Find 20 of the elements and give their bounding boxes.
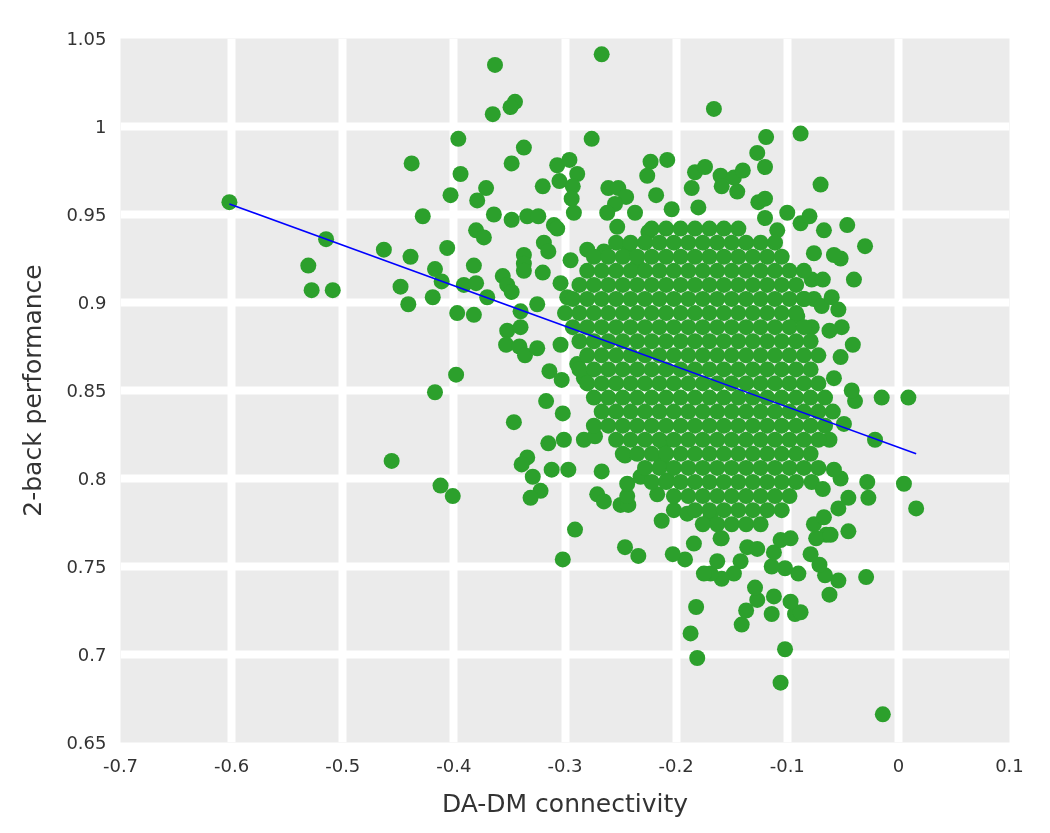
- x-tick-label: -0.4: [436, 754, 472, 776]
- y-tick-label: 0.7: [77, 644, 107, 665]
- y-tick-label: 0.8: [77, 468, 107, 489]
- y-axis-title: 2-back performance: [18, 264, 48, 517]
- y-tick-label: 1.05: [66, 28, 107, 49]
- y-tick-label: 1: [95, 116, 107, 137]
- y-tick-label: 0.75: [66, 556, 107, 577]
- x-tick-label: -0.3: [547, 754, 583, 776]
- y-tick-label: 0.95: [66, 204, 107, 225]
- x-axis-title: DA-DM connectivity: [441, 788, 689, 818]
- x-tick-label: 0: [892, 754, 905, 776]
- x-tick-label: -0.2: [658, 754, 694, 776]
- x-tick-label: -0.6: [214, 754, 250, 776]
- y-tick-label: 0.9: [77, 292, 107, 313]
- x-tick-label: -0.7: [102, 754, 139, 776]
- x-tick-label: -0.5: [325, 754, 361, 776]
- x-tick-label: -0.1: [769, 754, 805, 776]
- y-tick-label: 0.65: [66, 732, 107, 753]
- y-tick-label: 0.85: [66, 380, 107, 401]
- x-tick-label: 0.1: [995, 754, 1024, 776]
